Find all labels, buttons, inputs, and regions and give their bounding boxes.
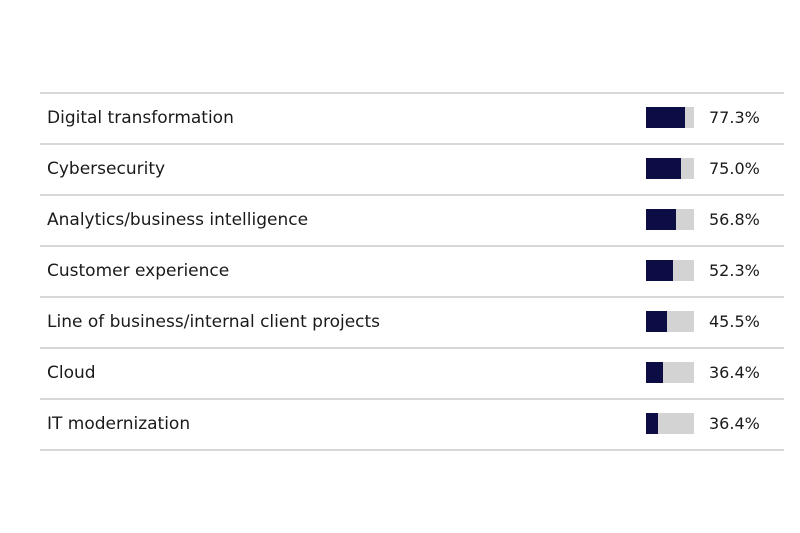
bar-track — [646, 260, 694, 281]
table-row: Customer experience 52.3% — [40, 247, 784, 298]
category-label: Analytics/business intelligence — [47, 210, 309, 230]
data-label: 77.3% — [709, 108, 760, 127]
chart-table: Digital transformation 77.3% Cybersecuri… — [40, 92, 784, 451]
table-row: Digital transformation 77.3% — [40, 94, 784, 145]
bar-track — [646, 311, 694, 332]
bar — [646, 362, 663, 383]
bar — [646, 311, 668, 332]
category-label: Digital transformation — [47, 108, 234, 128]
data-label: 52.3% — [709, 261, 760, 280]
data-label: 56.8% — [709, 210, 760, 229]
table-row: Line of business/internal client project… — [40, 298, 784, 349]
data-label: 45.5% — [709, 312, 760, 331]
bar — [646, 413, 658, 434]
category-label: Cybersecurity — [47, 159, 166, 179]
bar-track — [646, 107, 694, 128]
bar — [646, 209, 676, 230]
category-label: IT modernization — [47, 414, 191, 434]
bar-track — [646, 413, 694, 434]
table-row: Cybersecurity 75.0% — [40, 145, 784, 196]
bar — [646, 260, 673, 281]
data-label: 36.4% — [709, 414, 760, 433]
table-row: Analytics/business intelligence 56.8% — [40, 196, 784, 247]
bar-track — [646, 209, 694, 230]
table-row: IT modernization 36.4% — [40, 400, 784, 451]
bar — [646, 107, 685, 128]
bar-track — [646, 158, 694, 179]
data-label: 36.4% — [709, 363, 760, 382]
category-label: Line of business/internal client project… — [47, 312, 381, 332]
bar-track — [646, 362, 694, 383]
bar — [646, 158, 682, 179]
category-label: Cloud — [47, 363, 96, 383]
table-row: Cloud 36.4% — [40, 349, 784, 400]
data-label: 75.0% — [709, 159, 760, 178]
category-label: Customer experience — [47, 261, 230, 281]
